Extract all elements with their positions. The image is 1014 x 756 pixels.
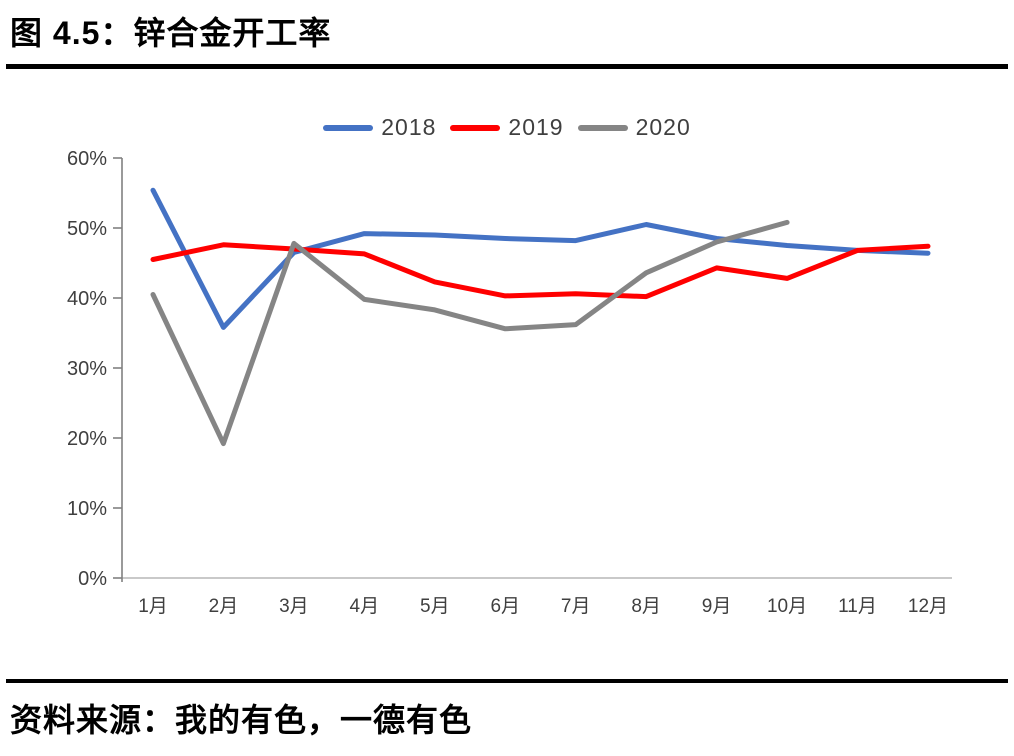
legend-item-2020: 2020 xyxy=(577,114,691,141)
source-note: 资料来源：我的有色，一德有色 xyxy=(10,702,473,738)
y-axis-label: 60% xyxy=(67,148,107,170)
x-axis-label: 4月 xyxy=(350,596,380,617)
legend-label-2018: 2018 xyxy=(381,114,437,140)
x-axis-label: 8月 xyxy=(631,596,661,617)
y-axis-label: 0% xyxy=(78,568,107,590)
x-axis-label: 7月 xyxy=(561,596,591,617)
x-axis-label: 9月 xyxy=(702,596,732,617)
top-divider xyxy=(6,64,1008,69)
legend-label-2019: 2019 xyxy=(508,114,564,140)
legend-label-2020: 2020 xyxy=(635,114,691,140)
bottom-divider xyxy=(6,679,1008,683)
plot-svg: 0% 10% 20% 30% 40% 50% 60% 1月 2月 3月 4月 5月 6月 7月 8月 9月 10… xyxy=(67,148,952,617)
y-axis-label: 40% xyxy=(67,288,107,310)
y-axis-label: 30% xyxy=(67,358,107,380)
legend-swatch-2018 xyxy=(323,124,374,131)
x-axis-label: 6月 xyxy=(490,596,520,617)
chart-area: 2018 2019 2020 0% 10% 20% 30% 40% 50% 60% 1月 2月 3… xyxy=(0,72,1014,672)
series-line-2018 xyxy=(150,187,931,330)
legend-swatch-2020 xyxy=(577,124,628,131)
x-axis-label: 3月 xyxy=(279,596,309,617)
legend-item-2018: 2018 xyxy=(323,114,436,141)
y-axis-label: 20% xyxy=(67,428,107,450)
y-axis-label: 10% xyxy=(67,498,107,520)
y-axis-label: 50% xyxy=(67,218,107,240)
series-line-2019 xyxy=(150,242,931,300)
figure-title: 图 4.5：锌合金开工率 xyxy=(10,15,332,51)
x-axis-label: 10月 xyxy=(767,596,807,617)
legend-item-2019: 2019 xyxy=(450,114,563,141)
legend-swatch-2019 xyxy=(450,124,501,131)
x-axis-label: 2月 xyxy=(209,596,239,617)
chart-legend: 2018 2019 2020 xyxy=(0,114,1014,141)
x-axis-label: 11月 xyxy=(838,596,877,617)
series-line-2020 xyxy=(150,219,790,447)
x-axis-label: 1月 xyxy=(138,596,168,617)
x-axis-label: 12月 xyxy=(908,596,948,617)
x-axis-label: 5月 xyxy=(420,596,450,617)
